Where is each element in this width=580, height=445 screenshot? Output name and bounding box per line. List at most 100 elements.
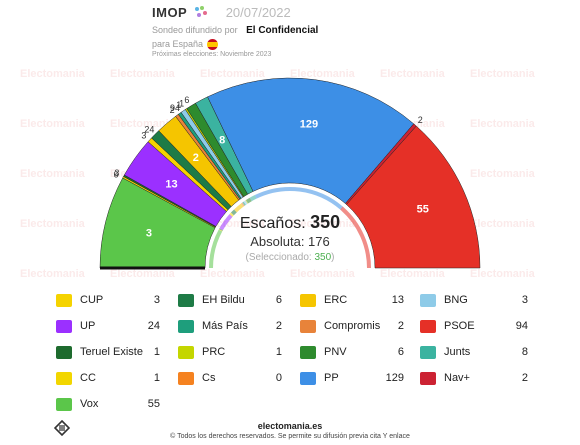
legend-item-compromis[interactable]: Compromis 2 <box>300 318 404 336</box>
legend-item-m-s-pa-s[interactable]: Más País 2 <box>178 318 282 336</box>
legend-party-seats: 0 <box>275 372 282 384</box>
psoe-logo-icon <box>420 320 436 333</box>
segment-label-bng: 1 <box>176 100 181 110</box>
hemicycle-segment-pp[interactable] <box>207 77 415 204</box>
cup-logo-icon <box>56 294 72 307</box>
segment-label-m-s-pa-s: 94 <box>170 103 180 113</box>
inner-ring-vox <box>209 229 223 269</box>
junts-logo-icon <box>420 346 436 359</box>
legend-party-seats: 6 <box>397 346 404 358</box>
pp-logo-icon <box>300 372 316 385</box>
segment-label-cc: 6 <box>114 169 119 179</box>
legend-party-name: CUP <box>80 294 104 306</box>
legend-party-name: BNG <box>444 294 468 306</box>
inner-ring-bng <box>243 200 248 205</box>
segment-label-cup: 3 <box>141 130 146 140</box>
compromis-logo-icon <box>300 320 316 333</box>
inner-ring-m-s-pa-s <box>242 201 246 206</box>
segment-label-prc: 1 <box>179 98 184 108</box>
legend-item-erc[interactable]: ERC 13 <box>300 292 404 310</box>
legend-item-nav[interactable]: Nav+ 2 <box>420 370 528 388</box>
legend-party-name: PNV <box>324 346 347 358</box>
segment-label-pnv: 6 <box>184 95 189 105</box>
poll-date: 20/07/2022 <box>225 5 291 20</box>
segment-label-junts: 8 <box>219 134 225 146</box>
cs-logo-icon <box>178 372 194 385</box>
legend-party-name: Más País <box>202 320 248 332</box>
legend-item-vox[interactable]: Vox 55 <box>56 396 160 414</box>
legend-party-seats: 1 <box>153 372 160 384</box>
legend-party-name: Cs <box>202 372 216 384</box>
electomania-logo-icon <box>54 420 70 436</box>
segment-label-up: 13 <box>165 179 177 191</box>
legend-party-name: Junts <box>444 346 471 358</box>
legend-party-name: PRC <box>202 346 226 358</box>
legend-party-name: Compromis <box>324 320 381 332</box>
legend-party-seats: 129 <box>385 372 404 384</box>
legend-party-seats: 1 <box>153 346 160 358</box>
legend-item-pnv[interactable]: PNV 6 <box>300 344 404 362</box>
pollster-name: IMOP <box>152 5 188 20</box>
segment-label-teruel-existe: 3 <box>114 168 119 178</box>
legend-party-seats: 1 <box>275 346 282 358</box>
footer-site: electomania.es <box>257 421 323 431</box>
legend-party-name: PP <box>324 372 339 384</box>
pollster-logo-icon <box>195 6 207 17</box>
inner-ring-pnv <box>245 197 252 204</box>
legend-party-name: Teruel Existe <box>80 346 143 358</box>
legend-party-name: EH Bildu <box>202 294 245 306</box>
legend-item-psoe[interactable]: PSOE 94 <box>420 318 528 336</box>
inner-ring-up <box>219 214 233 231</box>
legend-party-name: UP <box>80 320 96 332</box>
prc-logo-icon <box>178 346 194 359</box>
legend-party-seats: 2 <box>397 320 404 332</box>
segment-label-compromis: 2 <box>170 105 175 115</box>
legend-party-name: CC <box>80 372 96 384</box>
legend-item-up[interactable]: UP 24 <box>56 318 160 336</box>
inner-ring-psoe <box>341 207 371 269</box>
inner-ring-erc <box>234 203 244 213</box>
segment-label-nav: 2 <box>418 115 423 125</box>
segment-label-pp: 129 <box>300 119 318 131</box>
legend-item-bng[interactable]: BNG 3 <box>420 292 528 310</box>
legend-item-pp[interactable]: PP 129 <box>300 370 404 388</box>
legend-item-prc[interactable]: PRC 1 <box>178 344 282 362</box>
inner-ring-nav <box>340 206 344 211</box>
inner-ring-pp <box>254 187 343 210</box>
legend-party-seats: 2 <box>521 372 528 384</box>
legend-party-seats: 8 <box>521 346 528 358</box>
footer-copyright: © Todos los derechos reservados. Se perm… <box>170 433 410 440</box>
legend-party-seats: 13 <box>391 294 404 306</box>
legend-party-seats: 94 <box>515 320 528 332</box>
hemicycle-segment-psoe[interactable] <box>346 125 481 269</box>
up-logo-icon <box>56 320 72 333</box>
total-seats: Escaños: 350 <box>239 212 341 232</box>
next-elections: Próximas elecciones: Noviembre 2023 <box>152 51 272 59</box>
erc-logo-icon <box>300 294 316 307</box>
legend-item-teruel-existe[interactable]: Teruel Existe 1 <box>56 344 160 362</box>
total-seats-value: 350 <box>310 212 341 232</box>
eh-bildu-logo-icon <box>178 294 194 307</box>
selected-seats: (Seleccionado: 350) <box>245 252 335 263</box>
media-name: El Confidencial <box>246 25 319 36</box>
majority-threshold: Absoluta: 176 <box>250 234 330 249</box>
legend-party-seats: 3 <box>521 294 528 306</box>
inner-ring-eh-bildu <box>230 209 237 216</box>
legend-item-cup[interactable]: CUP 3 <box>56 292 160 310</box>
legend-item-junts[interactable]: Junts 8 <box>420 344 528 362</box>
legend-item-eh-bildu[interactable]: EH Bildu 6 <box>178 292 282 310</box>
segment-label-vox: 3 <box>146 227 152 239</box>
poll-header: IMOP 20/07/2022 Sondeo difundido por El … <box>152 4 412 58</box>
legend-party-name: Vox <box>80 398 99 410</box>
legend-party-name: PSOE <box>444 320 475 332</box>
pnv-logo-icon <box>300 346 316 359</box>
legend-item-cc[interactable]: CC 1 <box>56 370 160 388</box>
legend-item-cs[interactable]: Cs 0 <box>178 370 282 388</box>
poll-source: Sondeo difundido por El Confidencial <box>152 25 319 36</box>
legend-party-seats: 2 <box>275 320 282 332</box>
mas-pais-logo-icon <box>178 320 194 333</box>
legend-party-seats: 6 <box>275 294 282 306</box>
inner-ring-junts <box>249 195 257 202</box>
